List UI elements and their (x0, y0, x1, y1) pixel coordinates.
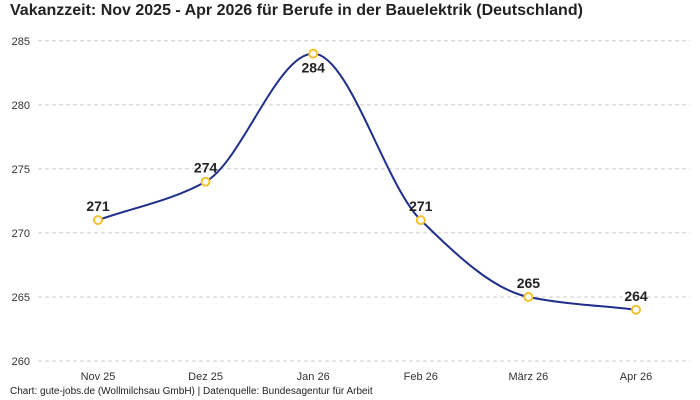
x-tick-label-4: März 26 (509, 371, 549, 383)
grid-lines (38, 40, 690, 362)
x-tick-label-1: Dez 25 (188, 371, 223, 383)
y-tick-label-285: 285 (12, 36, 30, 48)
data-point-0 (93, 215, 103, 226)
data-label-1: 274 (194, 160, 218, 176)
x-tick-label-2: Jan 26 (297, 371, 330, 383)
y-tick-label-265: 265 (12, 292, 30, 304)
data-point-4 (523, 291, 534, 302)
data-points (93, 48, 641, 315)
data-point-5 (631, 304, 641, 315)
data-label-5: 264 (624, 288, 648, 304)
y-tick-label-280: 280 (12, 100, 30, 112)
series-line (97, 52, 637, 311)
x-tick-label-3: Feb 26 (404, 371, 438, 383)
y-tick-label-270: 270 (12, 228, 30, 240)
y-axis-ticks: 260 265 270 275 280 285 (12, 36, 30, 368)
data-point-1 (200, 176, 211, 187)
chart-title: Vakanzzeit: Nov 2025 - Apr 2026 für Beru… (10, 2, 583, 19)
y-tick-label-275: 275 (12, 164, 30, 176)
x-tick-label-5: Apr 26 (620, 371, 652, 383)
data-point-2 (308, 48, 319, 59)
data-point-3 (415, 215, 426, 226)
data-label-2: 284 (302, 60, 326, 76)
data-label-4: 265 (517, 275, 541, 291)
data-label-3: 271 (409, 198, 433, 214)
chart-source-note: Chart: gute-jobs.de (Wollmilchsau GmbH) … (10, 386, 373, 397)
data-labels: 271 274 284 271 265 264 (86, 60, 648, 304)
y-tick-label-260: 260 (12, 356, 30, 368)
data-label-0: 271 (86, 198, 110, 214)
x-axis-ticks: Nov 25 Dez 25 Jan 26 Feb 26 März 26 Apr 26 (81, 371, 653, 383)
x-tick-label-0: Nov 25 (81, 371, 116, 383)
